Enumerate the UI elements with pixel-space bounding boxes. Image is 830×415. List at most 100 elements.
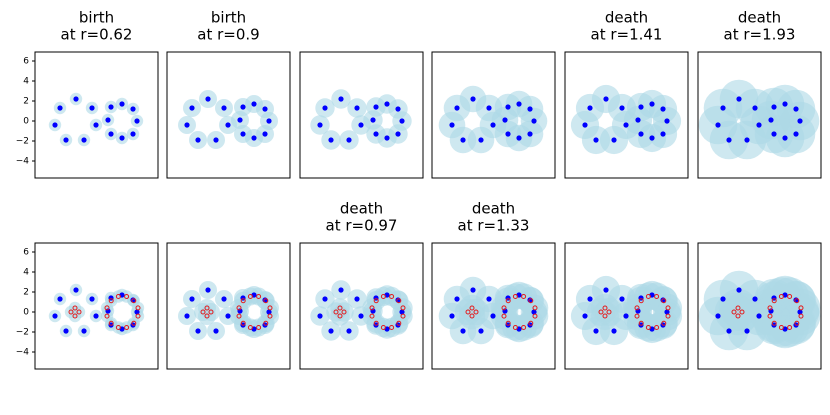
point [237, 117, 243, 123]
point [221, 296, 227, 302]
ball [68, 309, 82, 323]
point [767, 313, 773, 319]
point [603, 96, 609, 102]
point [108, 131, 114, 137]
point [225, 313, 231, 319]
point [654, 294, 660, 299]
point [396, 320, 402, 326]
panel [299, 51, 424, 179]
point [130, 131, 136, 137]
axes-frame [564, 51, 689, 179]
point [465, 309, 471, 315]
point [370, 117, 376, 123]
point [478, 328, 484, 334]
point [262, 131, 268, 137]
point [635, 117, 641, 123]
point [645, 325, 651, 330]
point [531, 309, 537, 315]
point [664, 118, 670, 124]
point [247, 325, 253, 330]
point [798, 305, 804, 311]
point [213, 137, 219, 143]
panel-title: at r=1.93 [724, 26, 796, 44]
point [797, 118, 803, 124]
point [399, 118, 405, 124]
point [225, 122, 231, 128]
point [81, 328, 87, 334]
balls [48, 283, 145, 338]
point [358, 313, 364, 319]
point [240, 298, 246, 304]
point [208, 309, 214, 315]
panel [166, 242, 291, 370]
point [797, 309, 803, 315]
point [602, 305, 608, 311]
point [516, 135, 522, 141]
point [400, 305, 406, 311]
point [205, 287, 211, 293]
point [57, 296, 63, 302]
point [240, 104, 246, 110]
point [81, 137, 87, 143]
point [649, 101, 655, 107]
point [333, 309, 339, 315]
point [399, 309, 405, 315]
panel-title: birth [211, 9, 246, 27]
point [778, 294, 784, 299]
point [778, 325, 784, 330]
y-tick-label: −2 [16, 137, 29, 147]
point [89, 296, 95, 302]
point [134, 118, 140, 124]
point [384, 101, 390, 107]
point [638, 131, 644, 137]
panel-title: at r=0.97 [326, 217, 398, 235]
point [337, 305, 343, 311]
point [532, 313, 538, 319]
point [731, 309, 737, 315]
point [57, 105, 63, 111]
point [322, 105, 328, 111]
point [505, 298, 511, 304]
y-tick-label: 0 [23, 308, 29, 318]
point [204, 305, 210, 311]
point [527, 106, 533, 112]
point [528, 298, 534, 304]
point [661, 320, 667, 326]
point [72, 305, 78, 311]
point [654, 325, 660, 330]
point [502, 117, 508, 123]
point [735, 305, 741, 311]
axes-frame [166, 51, 291, 179]
point [756, 122, 762, 128]
point [358, 122, 364, 128]
point [454, 105, 460, 111]
panel: −4 −2 0 2 4 6 [16, 242, 159, 370]
ball [393, 306, 413, 326]
point [715, 313, 721, 319]
balls [178, 90, 278, 149]
balls [698, 270, 821, 351]
point [338, 287, 344, 293]
point [373, 320, 379, 326]
point [470, 287, 476, 293]
point [611, 328, 617, 334]
balls [310, 89, 412, 150]
axes-frame [166, 242, 291, 370]
point [354, 105, 360, 111]
point [512, 325, 518, 330]
point [131, 298, 137, 304]
point [501, 313, 507, 319]
axes-frame [431, 51, 556, 179]
point [787, 325, 793, 330]
balls [310, 280, 413, 341]
point [73, 96, 79, 102]
point [267, 313, 273, 319]
point [593, 328, 599, 334]
y-tick-label: −2 [16, 328, 29, 338]
point [68, 309, 74, 315]
point [602, 313, 608, 319]
point [338, 96, 344, 102]
